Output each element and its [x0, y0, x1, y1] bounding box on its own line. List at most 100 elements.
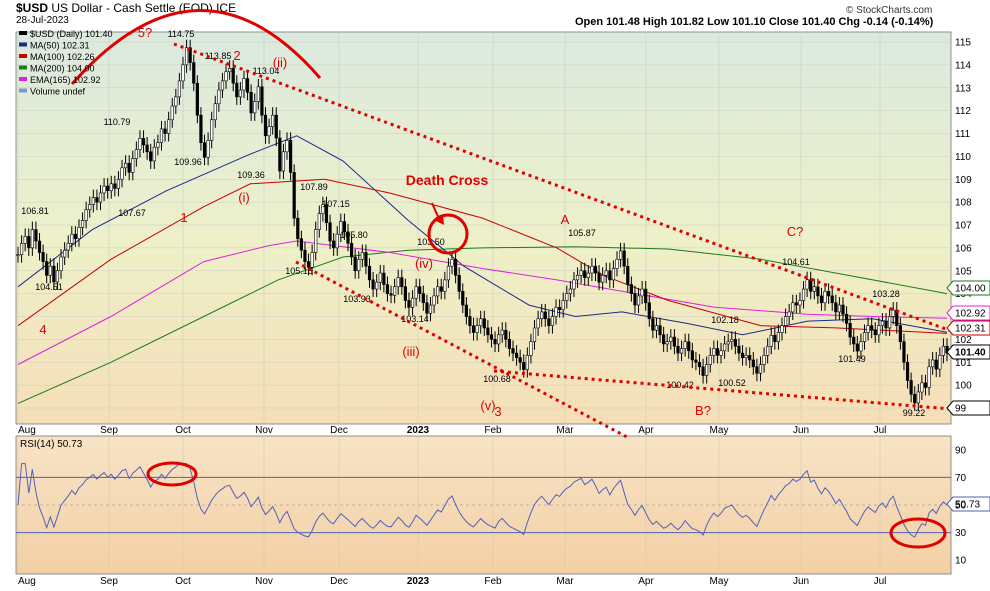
price-candle: [923, 382, 928, 388]
rsi-overbought-circle: [146, 461, 198, 487]
ma200-line: [17, 246, 948, 404]
price-candle: [737, 345, 741, 354]
price-candle: [342, 221, 347, 233]
price-candle: [493, 339, 497, 345]
price-candle: [762, 355, 766, 365]
x-tick-label: Jun: [793, 425, 809, 436]
price-candle: [48, 265, 52, 276]
value-label: 103.93: [343, 294, 371, 304]
price-candle: [507, 339, 512, 349]
price-candle: [181, 64, 185, 82]
price-candle: [163, 128, 167, 134]
value-label: 107.15: [322, 199, 350, 209]
rsi-tag-label: 50.73: [955, 499, 980, 510]
price-candle: [238, 89, 242, 98]
ma100-line: [17, 178, 948, 334]
price-candle: [479, 318, 483, 326]
price-candle: [834, 302, 838, 313]
death-cross-circle: [427, 213, 469, 255]
price-candle: [486, 327, 490, 336]
price-candle: [662, 334, 666, 345]
price-candle: [210, 119, 214, 141]
y-tick-label: 109: [955, 175, 972, 186]
price-candle: [306, 261, 311, 268]
y-tick-label: 106: [955, 243, 972, 254]
price-candle: [167, 119, 171, 134]
price-candle: [471, 325, 476, 333]
price-candle: [561, 300, 565, 310]
price-candle: [446, 265, 451, 281]
price-candle: [80, 220, 85, 228]
price-candle: [235, 82, 239, 98]
price-candle: [769, 334, 773, 347]
y-tick-label: 105: [955, 266, 972, 277]
price-candle: [102, 185, 106, 194]
price-candle: [59, 256, 63, 272]
top-arc: [70, 9, 322, 85]
value-label: 104.61: [782, 257, 810, 267]
x-tick-label: Apr: [638, 425, 654, 436]
price-candle: [618, 250, 623, 260]
price-candle: [73, 233, 77, 240]
x-tick-label: 2023: [407, 425, 430, 436]
price-candle: [439, 286, 443, 292]
price-candle: [791, 302, 795, 313]
price-candle: [328, 222, 332, 242]
value-label: 100.68: [483, 374, 511, 384]
price-candle: [77, 226, 81, 240]
y-tick-label: 115: [955, 38, 971, 49]
value-label: 105.15: [285, 266, 313, 276]
price-candle: [938, 355, 942, 370]
wave-label: 3: [494, 404, 501, 419]
price-candle: [543, 311, 547, 320]
death-cross-arrow: [431, 202, 441, 222]
price-candle: [604, 270, 608, 276]
value-label: 107.67: [118, 208, 146, 218]
price-candle: [285, 140, 289, 153]
price-candle: [16, 254, 20, 257]
value-label: 109.96: [174, 157, 202, 167]
price-candle: [776, 332, 781, 342]
price-candle: [220, 80, 225, 91]
wave-label: 1: [180, 210, 187, 225]
price-tag: 104.00: [946, 280, 990, 296]
price-candle: [317, 213, 321, 230]
price-candle: [378, 272, 382, 283]
price-candle: [202, 142, 207, 158]
price-candle: [597, 272, 601, 283]
value-label: 101.49: [838, 354, 866, 364]
value-label: 113.85: [205, 51, 232, 61]
value-label: 113.04: [253, 66, 280, 76]
price-candle: [457, 275, 461, 292]
price-candle: [263, 114, 268, 137]
wave-label: (iv): [415, 256, 433, 271]
wave-label: A: [561, 212, 570, 227]
x-tick-label: Mar: [556, 425, 574, 436]
y-tick-label: 110: [955, 152, 971, 163]
price-candle: [497, 334, 501, 345]
price-candle: [231, 68, 235, 84]
price-candle: [669, 336, 673, 342]
rsi-y-tick-label: 30: [955, 528, 967, 539]
value-label: 99.22: [903, 408, 926, 418]
price-candle: [432, 295, 436, 306]
price-candle: [253, 101, 257, 114]
rsi-y-tick-label: 10: [955, 556, 967, 567]
price-candle: [884, 320, 888, 329]
price-candle: [177, 80, 182, 98]
value-label: 100.52: [718, 378, 746, 388]
price-candle: [367, 265, 372, 281]
rsi-x-tick-label: Mar: [556, 576, 574, 587]
price-candle: [766, 345, 770, 356]
price-candle: [70, 233, 74, 244]
rsi-x-tick-label: Dec: [330, 576, 348, 587]
price-candle: [751, 359, 755, 368]
price-candle: [601, 275, 605, 283]
rsi-y-tick-label: 50: [955, 501, 967, 512]
price-candle: [590, 265, 594, 274]
price-candle: [518, 357, 522, 363]
price-candle: [841, 304, 845, 315]
y-tick-label: 112: [955, 106, 971, 117]
price-candle: [873, 329, 877, 336]
price-candle: [812, 286, 816, 292]
